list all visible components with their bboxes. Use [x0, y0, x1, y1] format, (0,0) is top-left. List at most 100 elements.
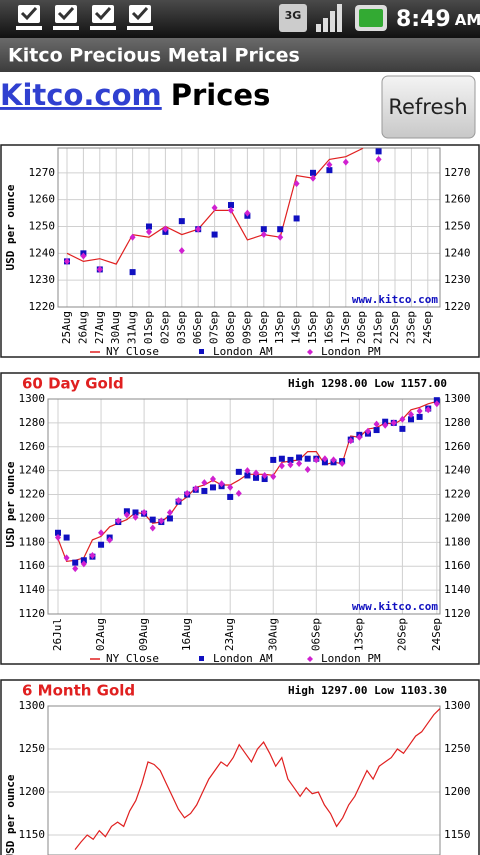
x-tick-label: 09Sep: [240, 311, 253, 344]
x-tick-label: 24Sep: [430, 618, 443, 651]
header: Kitco.com Prices: [0, 78, 270, 112]
marker-square: [146, 223, 152, 230]
marker-diamond: [364, 427, 371, 435]
y-tick-label-right: 1120: [444, 607, 471, 620]
x-tick-label: 20Sep: [395, 618, 408, 651]
x-tick-label: 09Aug: [137, 618, 150, 651]
x-tick-label: 01Sep: [142, 311, 155, 344]
legend-swatch: [199, 656, 204, 661]
kitco-link[interactable]: Kitco.com: [0, 78, 162, 112]
marker-diamond: [166, 508, 173, 516]
y-tick-label: 1260: [19, 440, 46, 453]
check-marks: [20, 6, 149, 21]
y-tick-label: 1240: [29, 246, 56, 259]
marker-diamond: [141, 508, 148, 516]
marker-square: [244, 472, 251, 479]
marker-diamond: [96, 265, 103, 273]
x-tick-label: 15Sep: [306, 311, 319, 344]
plot-area: [55, 397, 440, 573]
y-tick-label-right: 1240: [444, 246, 471, 259]
y-axis-label: USD per ounce: [4, 461, 17, 547]
marker-diamond: [433, 400, 440, 408]
plot-area: [64, 148, 382, 276]
x-tick-label: 16Aug: [180, 618, 193, 651]
plot-area: [74, 708, 440, 850]
x-tick-label: 24Sep: [421, 311, 434, 344]
x-tick-label: 21Sep: [372, 311, 385, 344]
marker-square: [296, 454, 303, 461]
legend-swatch: [199, 349, 204, 354]
marker-diamond: [342, 158, 349, 166]
marker-diamond: [260, 231, 267, 239]
x-tick-label: 14Sep: [290, 311, 303, 344]
watermark: www.kitco.com: [352, 600, 438, 613]
y-tick-label: 1150: [19, 828, 46, 841]
marker-square: [123, 508, 130, 515]
marker-diamond: [356, 433, 363, 441]
app-bar: [0, 38, 480, 72]
x-tick-label: 23Sep: [404, 311, 417, 344]
marker-diamond: [211, 204, 218, 212]
refresh-button-bg[interactable]: [381, 75, 476, 139]
y-tick-label: 1240: [19, 464, 46, 477]
x-tick-label: 13Sep: [352, 618, 365, 651]
marker-diamond: [270, 473, 277, 481]
marker-square: [72, 559, 79, 566]
clock-ampm: AM: [455, 11, 480, 29]
y-tick-label: 1300: [19, 392, 46, 405]
chart-stats: High 1297.00 Low 1103.30: [288, 684, 447, 697]
clock-time: 8:49: [396, 7, 451, 32]
x-tick-label: 10Sep: [257, 311, 270, 344]
marker-square: [228, 202, 234, 209]
marker-square: [80, 557, 87, 564]
y-tick-label-right: 1260: [444, 193, 471, 206]
x-tick-label: 30Aug: [266, 618, 279, 651]
chart-title: 6 Month Gold: [22, 682, 135, 700]
marker-square: [408, 416, 415, 423]
marker-diamond: [218, 480, 225, 488]
marker-diamond: [178, 247, 185, 255]
marker-square: [132, 509, 139, 516]
y-tick-label: 1230: [29, 273, 56, 286]
watermark: www.kitco.com: [352, 293, 438, 306]
y-tick-label: 1220: [29, 300, 56, 313]
marker-square: [278, 455, 285, 462]
marker-square: [416, 413, 423, 420]
marker-diamond: [228, 206, 234, 214]
y-axis-label: USD per ounce: [4, 774, 17, 855]
marker-square: [287, 456, 294, 463]
marker-diamond: [375, 155, 382, 163]
marker-square: [293, 215, 300, 222]
y-tick-label: 1250: [29, 220, 56, 233]
marker-diamond: [416, 407, 423, 415]
x-tick-label: 02Aug: [94, 618, 107, 651]
y-tick-label-right: 1250: [444, 220, 471, 233]
refresh-button[interactable]: Refresh: [381, 75, 476, 139]
x-tick-label: 25Aug: [60, 311, 73, 344]
y-tick-label-right: 1230: [444, 273, 471, 286]
chart-stats: High 1298.00 Low 1157.00: [288, 377, 447, 390]
x-tick-label: 23Aug: [223, 618, 236, 651]
marker-diamond: [64, 257, 70, 265]
network-type: 3G: [285, 9, 302, 22]
marker-diamond: [408, 411, 415, 419]
refresh-button-label[interactable]: Refresh: [388, 95, 467, 119]
marker-diamond: [390, 419, 397, 427]
y-tick-label-right: 1150: [444, 828, 471, 841]
y-tick-label-right: 1250: [444, 742, 471, 755]
marker-diamond: [175, 497, 182, 505]
marker-diamond: [123, 511, 130, 519]
plot-border: [47, 398, 441, 615]
marker-square: [373, 427, 380, 434]
marker-diamond: [184, 489, 191, 497]
marker-diamond: [201, 479, 208, 487]
marker-diamond: [347, 437, 354, 445]
marker-diamond: [339, 460, 346, 467]
y-tick-label-right: 1160: [444, 559, 471, 572]
y-tick-label-right: 1300: [444, 392, 471, 405]
y-tick-label-right: 1200: [444, 511, 471, 524]
y-tick-label: 1160: [19, 559, 46, 572]
x-tick-label: 26Jul: [51, 618, 64, 651]
marker-square: [98, 541, 105, 548]
y-tick-label-right: 1140: [444, 583, 471, 596]
